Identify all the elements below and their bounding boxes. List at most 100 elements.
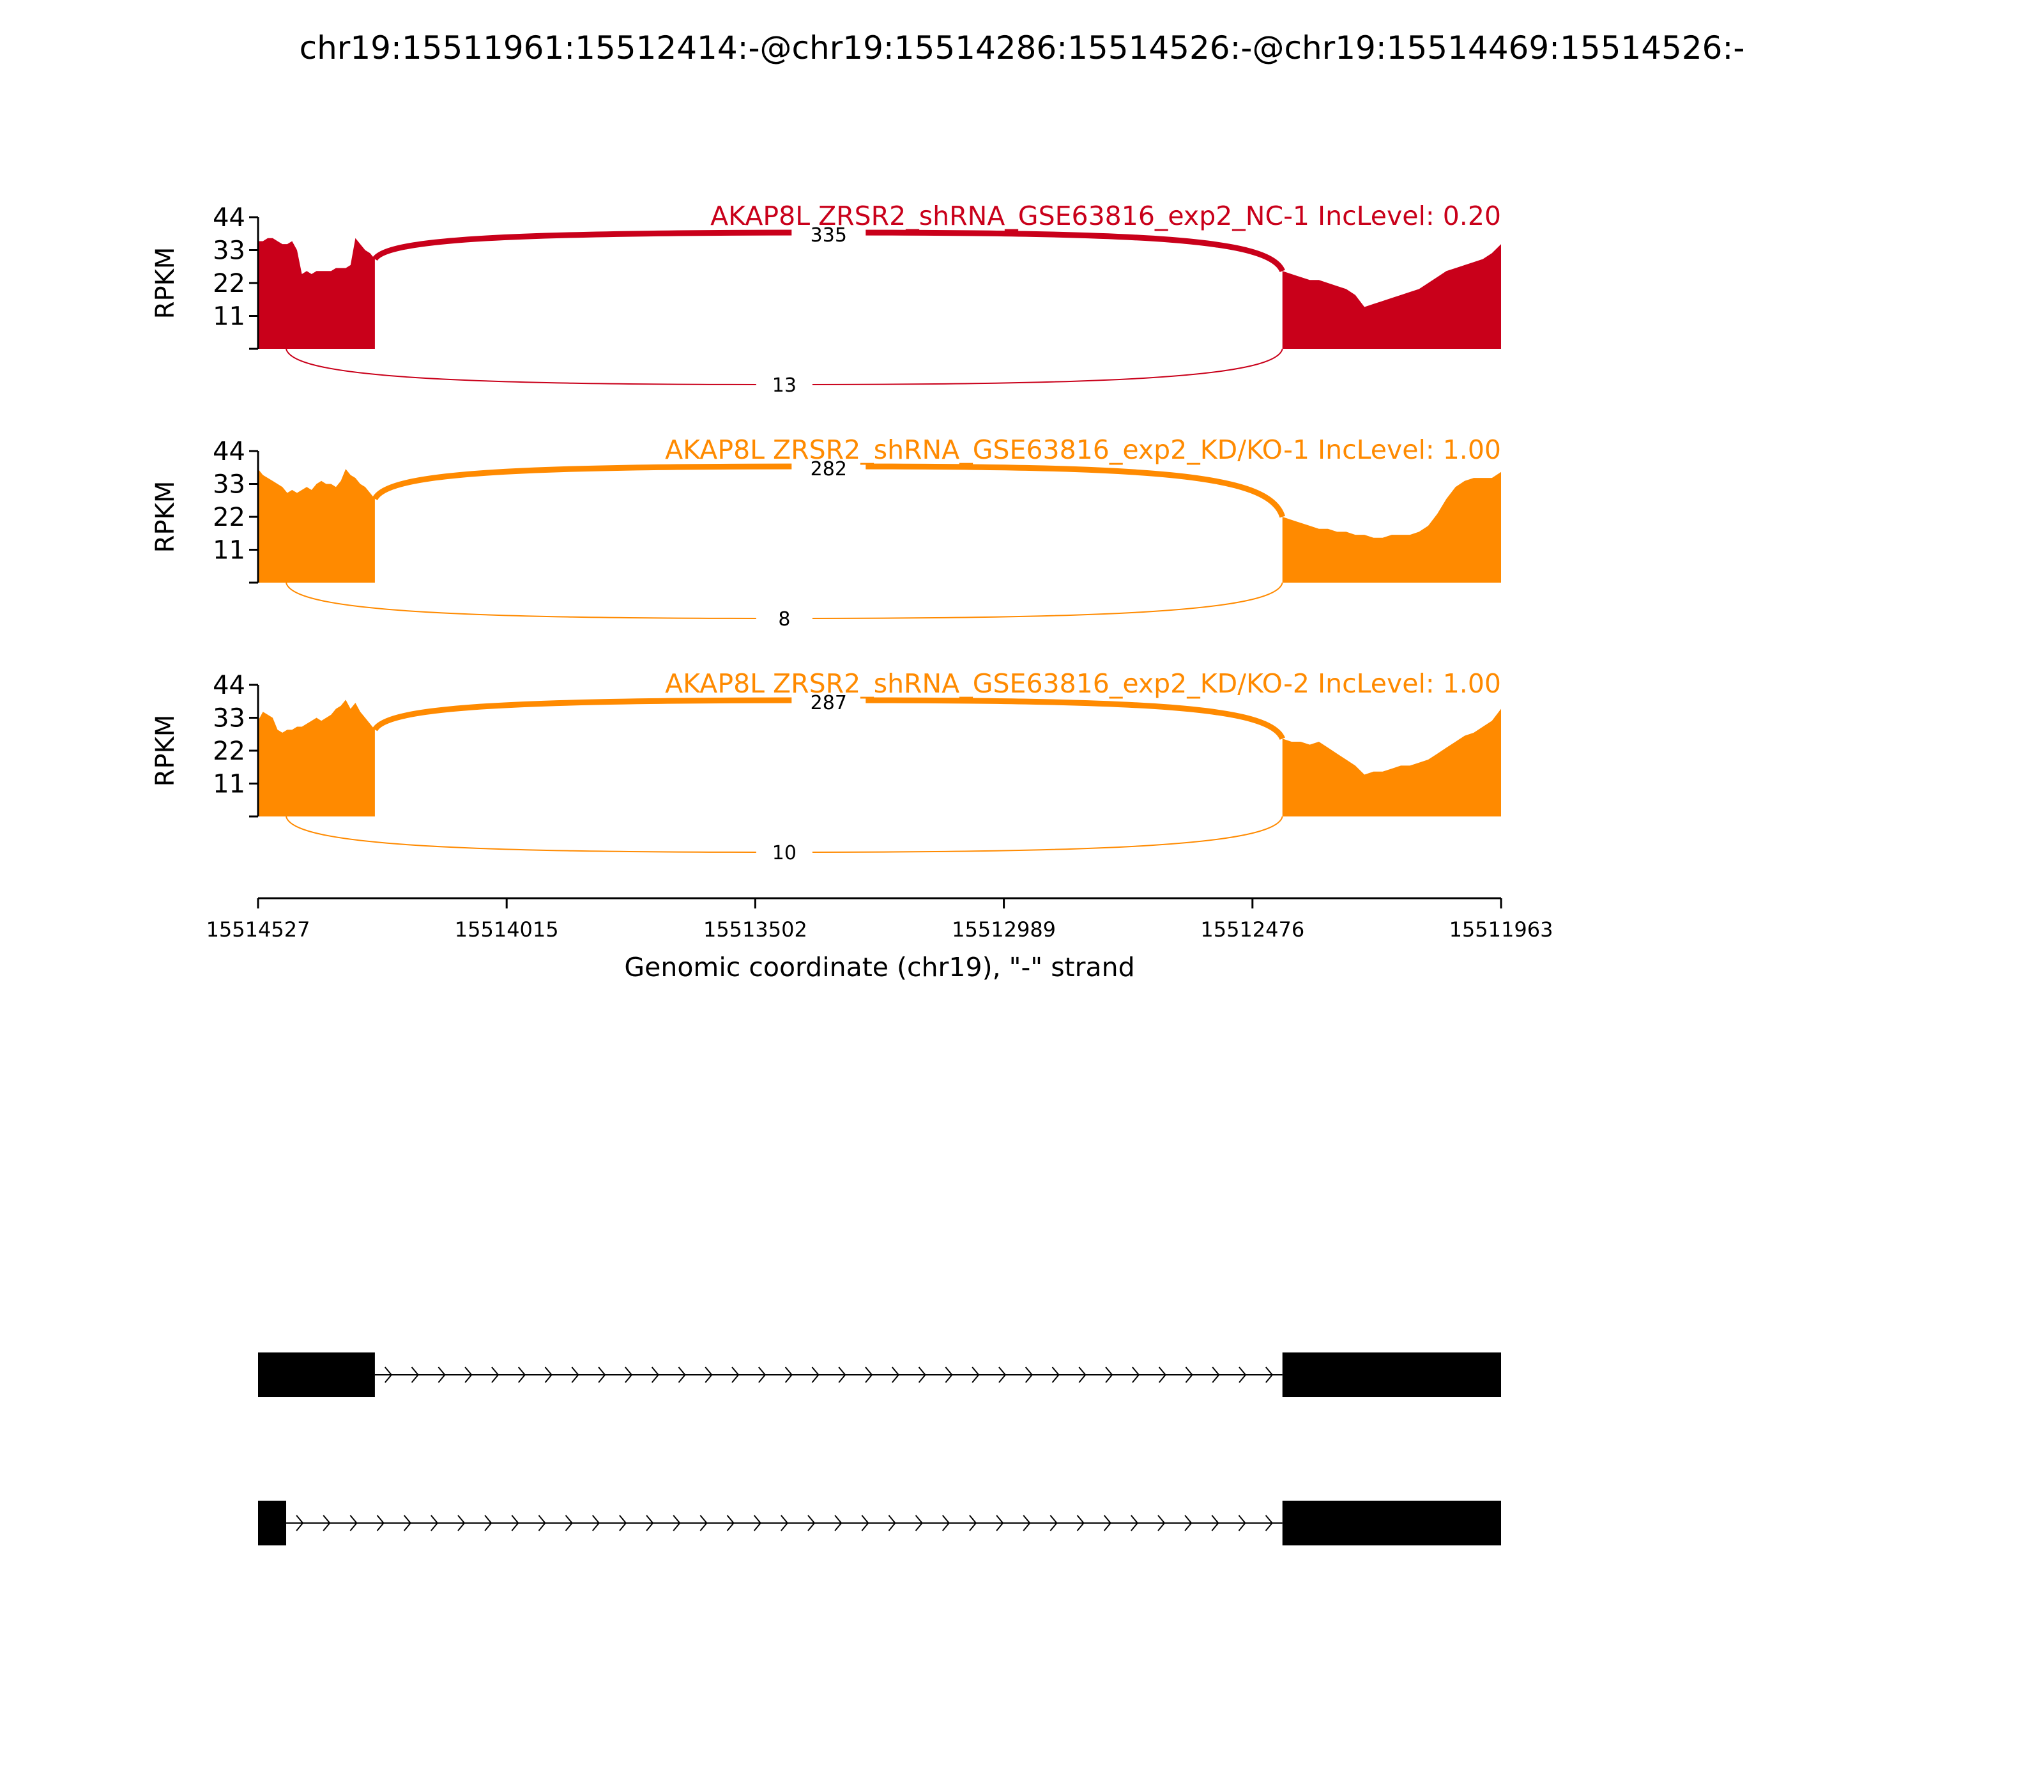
y-tick-label: 22 xyxy=(213,737,245,766)
skipping-count-label: 8 xyxy=(778,608,790,631)
strand-arrow xyxy=(1131,1515,1139,1531)
strand-arrow xyxy=(323,1515,331,1531)
track-label: AKAP8L ZRSR2_shRNA_GSE63816_exp2_NC-1 In… xyxy=(710,201,1501,231)
y-tick-label: 33 xyxy=(213,470,245,500)
strand-arrow xyxy=(705,1367,713,1383)
strand-arrow xyxy=(945,1367,953,1383)
strand-arrow xyxy=(1078,1367,1087,1383)
strand-arrow xyxy=(1212,1367,1220,1383)
skipping-count-label: 13 xyxy=(772,374,797,397)
strand-arrow xyxy=(1238,1515,1246,1531)
strand-arrow xyxy=(807,1515,816,1531)
strand-arrow xyxy=(651,1367,659,1383)
strand-arrow xyxy=(969,1515,977,1531)
strand-arrow xyxy=(892,1367,900,1383)
strand-arrow xyxy=(726,1515,735,1531)
y-tick-label: 44 xyxy=(213,671,245,700)
y-tick-label: 22 xyxy=(213,503,245,532)
strand-arrow xyxy=(865,1367,873,1383)
skipping-count-bg xyxy=(756,841,812,864)
coverage-area-exon2 xyxy=(1282,471,1501,583)
skipping-count-label: 10 xyxy=(772,842,797,864)
x-tick-label: 15514527 xyxy=(206,917,310,942)
coverage-area-exon1 xyxy=(258,238,375,349)
x-tick-label: 15514015 xyxy=(455,917,559,942)
gene-models xyxy=(258,1352,1501,1545)
strand-arrow xyxy=(972,1367,980,1383)
strand-arrow xyxy=(517,1367,526,1383)
track-label: AKAP8L ZRSR2_shRNA_GSE63816_exp2_KD/KO-2… xyxy=(665,668,1501,699)
exon-block-1 xyxy=(258,1352,375,1397)
strand-arrow xyxy=(1239,1367,1247,1383)
strand-arrow xyxy=(888,1515,896,1531)
strand-arrow xyxy=(1185,1367,1193,1383)
y-tick-label: 44 xyxy=(213,437,245,466)
strand-arrow xyxy=(511,1515,519,1531)
exon-block-2 xyxy=(1282,1501,1501,1545)
strand-arrow xyxy=(376,1515,385,1531)
strand-arrow xyxy=(942,1515,950,1531)
strand-arrow xyxy=(838,1367,846,1383)
x-tick-label: 15513502 xyxy=(703,917,807,942)
strand-arrow xyxy=(411,1367,419,1383)
coverage-area-exon1 xyxy=(258,469,375,583)
strand-arrow xyxy=(457,1515,466,1531)
x-tick-label: 15512989 xyxy=(952,917,1056,942)
strand-arrow xyxy=(1103,1515,1112,1531)
strand-arrow xyxy=(673,1515,681,1531)
x-axis-label: Genomic coordinate (chr19), "-" strand xyxy=(624,952,1134,983)
strand-arrow xyxy=(731,1367,740,1383)
coverage-area-exon2 xyxy=(1282,708,1501,816)
strand-arrow xyxy=(811,1367,820,1383)
y-tick-label: 11 xyxy=(213,536,245,565)
strand-arrow xyxy=(1105,1367,1113,1383)
skipping-count-bg xyxy=(756,607,812,630)
strand-arrow xyxy=(544,1367,553,1383)
strand-arrow xyxy=(1157,1515,1166,1531)
y-tick-label: 11 xyxy=(213,302,245,332)
inclusion-count-label: 287 xyxy=(811,692,847,714)
coverage-area-exon2 xyxy=(1282,244,1501,349)
strand-arrow xyxy=(296,1515,304,1531)
strand-arrow xyxy=(996,1515,1004,1531)
strand-arrow xyxy=(998,1367,1007,1383)
track-3: 11 22 33 44 RPKM 287 10 AKAP8L ZRSR2_shRNA_GSE6… xyxy=(151,668,1501,864)
strand-arrow xyxy=(431,1515,439,1531)
strand-arrow xyxy=(464,1367,473,1383)
coverage-area-exon1 xyxy=(258,700,375,816)
exon-block-1 xyxy=(258,1501,287,1545)
strand-arrow xyxy=(1051,1367,1060,1383)
strand-arrow xyxy=(678,1367,686,1383)
y-tick-label: 11 xyxy=(213,770,245,799)
x-tick-label: 15511963 xyxy=(1449,917,1553,942)
strand-arrow xyxy=(1265,1515,1273,1531)
strand-arrow xyxy=(592,1515,600,1531)
strand-arrow xyxy=(781,1515,789,1531)
strand-arrow xyxy=(699,1515,708,1531)
strand-arrow xyxy=(1049,1515,1058,1531)
strand-arrow xyxy=(385,1367,393,1383)
figure-title: chr19:15511961:15512414:-@chr19:15514286… xyxy=(300,29,1745,66)
strand-arrow xyxy=(758,1367,766,1383)
strand-arrow xyxy=(646,1515,654,1531)
strand-arrow xyxy=(438,1367,446,1383)
strand-arrow xyxy=(753,1515,762,1531)
skipping-count-bg xyxy=(756,373,812,396)
strand-arrow xyxy=(1025,1367,1033,1383)
strand-arrow xyxy=(915,1515,923,1531)
gene-model-2 xyxy=(258,1501,1501,1545)
inclusion-count-label: 282 xyxy=(811,458,847,480)
x-tick-label: 15512476 xyxy=(1200,917,1304,942)
y-axis-label: RPKM xyxy=(151,247,180,319)
strand-arrow xyxy=(403,1515,412,1531)
strand-arrow xyxy=(484,1515,492,1531)
strand-arrow xyxy=(1023,1515,1031,1531)
inclusion-count-bg xyxy=(791,457,866,480)
strand-arrow xyxy=(784,1367,793,1383)
strand-arrow xyxy=(619,1515,627,1531)
strand-arrow xyxy=(598,1367,606,1383)
strand-arrow xyxy=(571,1367,579,1383)
